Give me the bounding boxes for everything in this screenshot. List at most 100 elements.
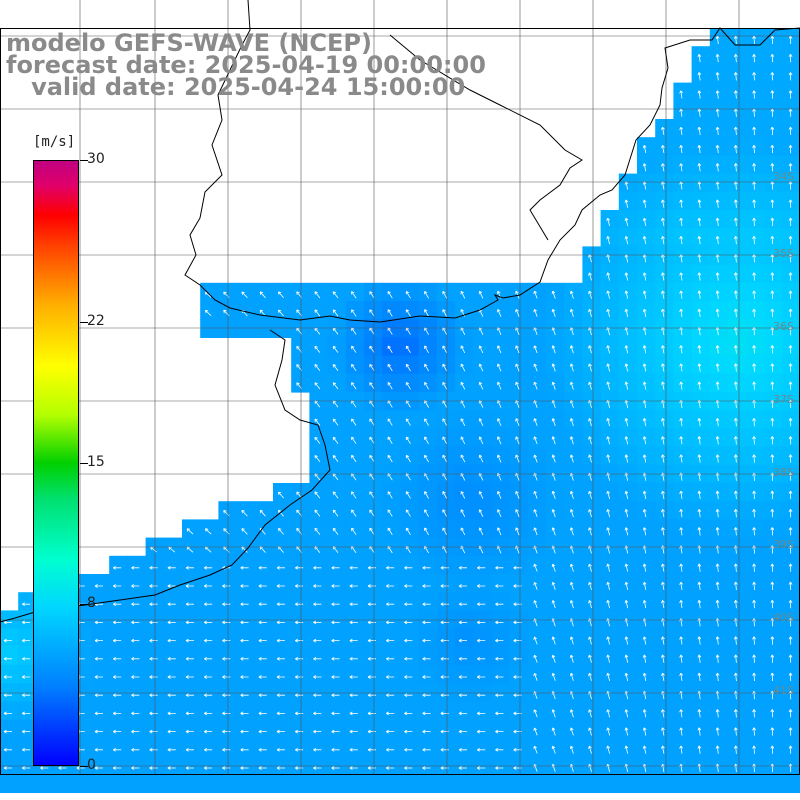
wind-cell (163, 665, 183, 684)
wind-cell (91, 574, 110, 593)
wind-cell (436, 410, 456, 429)
wind-cell (254, 683, 274, 702)
wind-arrow (697, 745, 702, 754)
wind-cell (564, 628, 583, 648)
wind-arrow (551, 654, 556, 663)
wind-cell (746, 137, 765, 156)
wind-arrow (569, 436, 574, 445)
wind-cell (491, 373, 511, 393)
wind-arrow (3, 693, 12, 698)
wind-cell (764, 774, 784, 793)
wind-arrow (295, 638, 304, 643)
wind-cell (91, 719, 110, 739)
wind-arrow (478, 363, 484, 372)
wind-cell (527, 756, 547, 775)
wind-arrow (185, 565, 194, 570)
wind-arrow (606, 236, 610, 245)
wind-arrow (788, 163, 793, 172)
wind-cell (491, 301, 511, 320)
wind-cell (764, 719, 784, 739)
wind-cell (673, 173, 693, 193)
wind-arrow (569, 308, 574, 317)
wind-arrow (478, 290, 484, 299)
wind-arrow (733, 363, 738, 372)
wind-arrow (222, 638, 231, 643)
wind-cell (546, 555, 565, 575)
wind-arrow (770, 290, 775, 299)
wind-cell (327, 392, 347, 411)
wind-cell (746, 319, 765, 338)
wind-cell (291, 555, 310, 575)
wind-cell (637, 446, 656, 466)
wind-cell (345, 501, 365, 520)
wind-arrow (332, 491, 339, 499)
wind-cell (746, 64, 765, 84)
wind-arrow (770, 235, 775, 245)
wind-cell (728, 246, 747, 266)
wind-arrow (752, 35, 757, 45)
wind-cell (637, 155, 656, 175)
wind-cell (0, 737, 19, 757)
wind-cell (218, 774, 238, 793)
wind-cell (509, 774, 529, 793)
wind-cell (709, 446, 729, 466)
wind-cell (400, 392, 420, 411)
wind-arrow (478, 418, 484, 426)
wind-arrow (588, 509, 592, 518)
wind-cell (254, 519, 274, 539)
wind-arrow (642, 308, 647, 317)
wind-cell (691, 264, 711, 284)
wind-cell (382, 701, 401, 721)
wind-cell (546, 592, 565, 611)
wind-arrow (752, 290, 757, 299)
wind-arrow (478, 509, 484, 517)
wind-arrow (788, 326, 793, 336)
wind-arrow (679, 199, 684, 208)
wind-cell (455, 719, 474, 739)
wind-cell (709, 410, 729, 429)
wind-arrow (624, 636, 629, 645)
wind-cell (728, 683, 747, 702)
wind-arrow (733, 126, 738, 136)
wind-cell (564, 774, 583, 793)
wind-cell (746, 574, 765, 593)
wind-arrow (569, 672, 574, 681)
wind-cell (527, 774, 547, 793)
wind-arrow (770, 417, 775, 427)
wind-arrow (770, 345, 775, 354)
wind-cell (673, 774, 693, 793)
wind-cell (637, 719, 656, 739)
wind-arrow (278, 291, 284, 299)
wind-arrow (661, 418, 665, 427)
wind-cell (163, 737, 183, 757)
wind-arrow (697, 709, 702, 718)
wind-cell (637, 337, 656, 357)
wind-cell (691, 355, 711, 375)
wind-cell (546, 574, 565, 593)
wind-arrow (313, 602, 322, 607)
wind-cell (254, 737, 274, 757)
wind-arrow (149, 766, 158, 770)
wind-cell (455, 737, 474, 757)
wind-cell (527, 628, 547, 648)
wind-cell (291, 355, 310, 375)
wind-cell (764, 100, 784, 120)
wind-arrow (551, 563, 556, 572)
wind-cell (418, 756, 438, 775)
wind-arrow (422, 729, 431, 734)
wind-arrow (458, 584, 467, 588)
colorbar-tick-label: 30 (87, 151, 105, 167)
wind-arrow (569, 363, 574, 372)
wind-cell (473, 501, 492, 520)
wind-arrow (314, 291, 321, 299)
wind-arrow (661, 563, 665, 572)
wind-cell (418, 574, 438, 593)
wind-cell (764, 319, 784, 338)
wind-arrow (442, 527, 448, 536)
wind-cell (345, 756, 365, 775)
wind-arrow (642, 527, 647, 536)
wind-arrow (661, 581, 665, 590)
wind-arrow (332, 436, 339, 444)
wind-cell (418, 701, 438, 721)
wind-arrow (497, 454, 502, 463)
